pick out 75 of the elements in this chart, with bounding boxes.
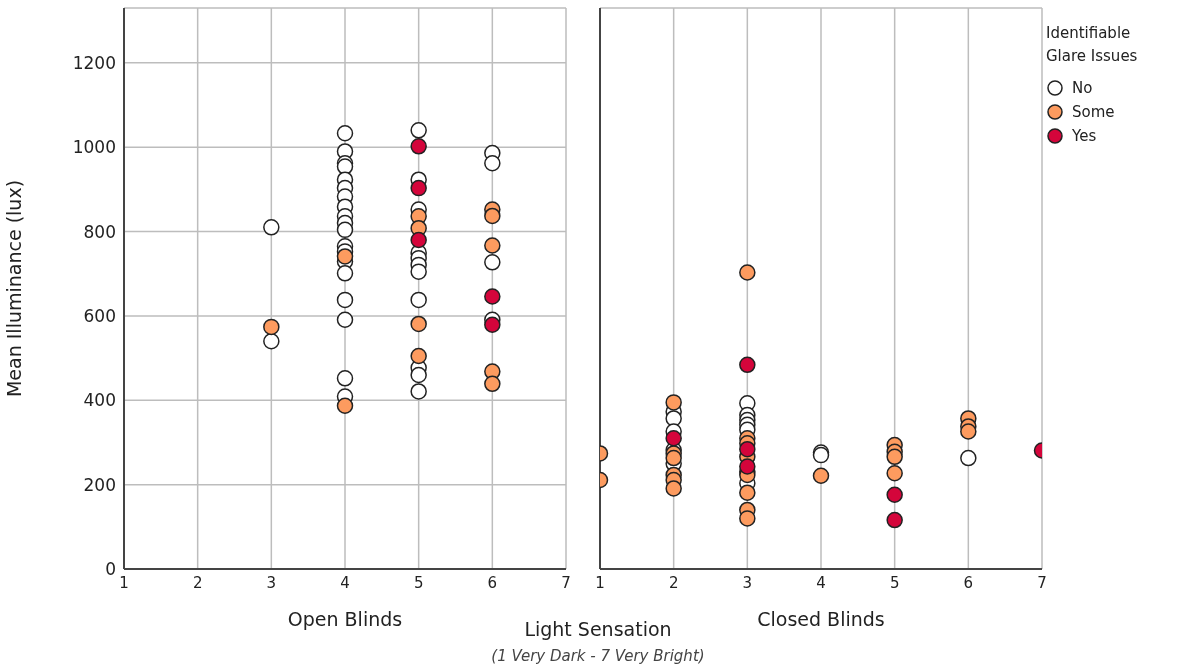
legend-label: No bbox=[1072, 79, 1093, 97]
point bbox=[263, 219, 280, 236]
point bbox=[484, 288, 501, 305]
point bbox=[665, 480, 682, 497]
point bbox=[886, 511, 903, 529]
point bbox=[336, 370, 354, 387]
point bbox=[410, 347, 427, 365]
point bbox=[484, 375, 501, 393]
point bbox=[336, 291, 354, 309]
x-axis-title: Closed Blinds bbox=[757, 608, 885, 630]
point bbox=[484, 316, 501, 334]
point bbox=[410, 263, 427, 280]
point bbox=[336, 397, 354, 415]
x-axis-title: Open Blinds bbox=[287, 608, 403, 630]
point bbox=[484, 254, 501, 271]
legend-title: Identifiable Glare Issues bbox=[1046, 23, 1139, 67]
point bbox=[960, 449, 977, 467]
point bbox=[739, 510, 756, 527]
x-tick-label: 6 bbox=[487, 573, 498, 592]
legend-label: Yes bbox=[1072, 127, 1097, 145]
point bbox=[410, 291, 427, 309]
point bbox=[336, 125, 354, 142]
point bbox=[336, 265, 354, 282]
point bbox=[886, 486, 903, 504]
point bbox=[484, 237, 501, 254]
point bbox=[739, 356, 756, 374]
x-tick-label: 5 bbox=[413, 573, 424, 592]
legend-label: Some bbox=[1072, 103, 1115, 121]
point bbox=[484, 154, 501, 172]
point bbox=[665, 449, 682, 467]
point bbox=[410, 138, 427, 155]
x-tick-label: 2 bbox=[668, 573, 679, 592]
point bbox=[336, 311, 354, 328]
point bbox=[410, 366, 427, 384]
point bbox=[410, 122, 427, 139]
point bbox=[484, 207, 501, 225]
point bbox=[739, 484, 756, 501]
point bbox=[739, 458, 756, 475]
x-tick-label: 1 bbox=[595, 573, 605, 592]
text: Light Sensation bbox=[523, 618, 673, 640]
x-tick-label: 4 bbox=[816, 573, 826, 592]
text: (1 Very Dark - 7 Very Bright) bbox=[490, 647, 706, 665]
y-tick-label: 200 bbox=[83, 474, 116, 495]
y-axis-title: Mean Illuminance (lux) bbox=[2, 179, 25, 398]
point bbox=[263, 332, 280, 350]
y-tick-label: 0 bbox=[105, 559, 116, 580]
x-tick-label: 3 bbox=[742, 573, 753, 592]
y-tick-label: 600 bbox=[83, 305, 116, 326]
point bbox=[410, 231, 427, 249]
point bbox=[960, 423, 977, 440]
x-tick-label: 5 bbox=[889, 573, 900, 592]
point bbox=[886, 465, 903, 482]
point bbox=[665, 394, 682, 411]
x-tick-label: 7 bbox=[1037, 573, 1047, 592]
point bbox=[739, 264, 756, 281]
point bbox=[812, 467, 830, 485]
y-tick-label: 1200 bbox=[72, 52, 116, 73]
point bbox=[739, 440, 756, 458]
x-tick-label: 1 bbox=[119, 573, 129, 592]
x-tick-label: 3 bbox=[266, 573, 277, 592]
y-tick-label: 800 bbox=[83, 221, 116, 242]
x-tick-label: 6 bbox=[963, 573, 974, 592]
x-tick-label: 4 bbox=[340, 573, 350, 592]
point bbox=[263, 318, 280, 336]
point bbox=[665, 429, 682, 447]
x-tick-label: 7 bbox=[561, 573, 571, 592]
y-tick-label: 1000 bbox=[72, 137, 116, 158]
point bbox=[410, 383, 427, 400]
y-tick-label: 400 bbox=[83, 390, 116, 411]
point bbox=[410, 179, 427, 197]
point bbox=[336, 221, 354, 239]
point bbox=[886, 448, 903, 466]
point bbox=[336, 248, 354, 265]
point bbox=[410, 315, 427, 333]
x-tick-label: 2 bbox=[192, 573, 203, 592]
